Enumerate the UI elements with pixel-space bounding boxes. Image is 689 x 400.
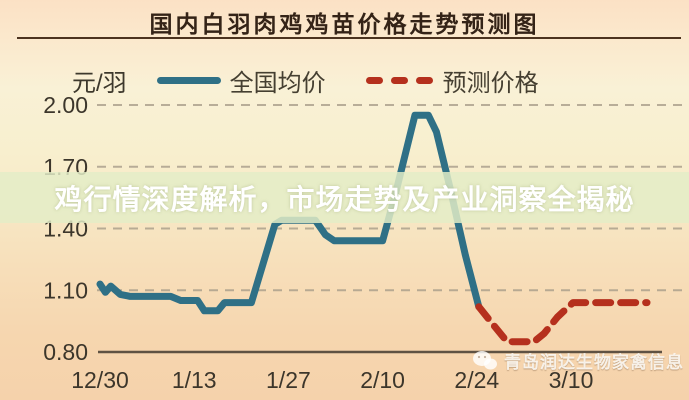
x-tick-label: 12/30 <box>71 367 129 393</box>
legend-label-forecast: 预测价格 <box>442 70 539 97</box>
y-tick-label: 1.10 <box>43 277 88 303</box>
forecast-price-line <box>475 299 651 346</box>
legend: 元/羽 全国均价 预测价格 <box>72 63 579 98</box>
x-tick-label: 1/27 <box>266 367 311 393</box>
overlay-banner-text: 鸡行情深度解析，市场走势及产业洞察全揭秘 <box>54 183 635 215</box>
overlay-banner: 鸡行情深度解析，市场走势及产业洞察全揭秘 <box>0 172 689 223</box>
legend-label-actual: 全国均价 <box>229 70 326 97</box>
legend-item-actual: 全国均价 <box>156 63 326 98</box>
watermark-text: 青岛润达生物家禽信息 <box>504 353 684 372</box>
x-tick-label: 1/13 <box>172 367 217 393</box>
page-title: 国内白羽肉鸡鸡苗价格走势预测图 <box>149 11 540 37</box>
x-tick-label: 3/10 <box>549 367 594 393</box>
dashed-line-swatch <box>365 77 433 84</box>
y-tick-label: 0.80 <box>43 339 88 365</box>
y-axis-unit-label: 元/羽 <box>72 70 127 97</box>
solid-line-swatch <box>156 77 221 84</box>
wechat-icon <box>473 350 497 369</box>
actual-price-line <box>96 111 483 315</box>
title-underline <box>17 37 681 39</box>
legend-item-forecast: 预测价格 <box>365 63 539 98</box>
watermark: 青岛润达生物家禽信息 <box>472 348 684 373</box>
x-tick-label: 2/24 <box>454 367 499 393</box>
y-tick-label: 2.00 <box>43 92 88 118</box>
x-tick-label: 2/10 <box>360 367 405 393</box>
